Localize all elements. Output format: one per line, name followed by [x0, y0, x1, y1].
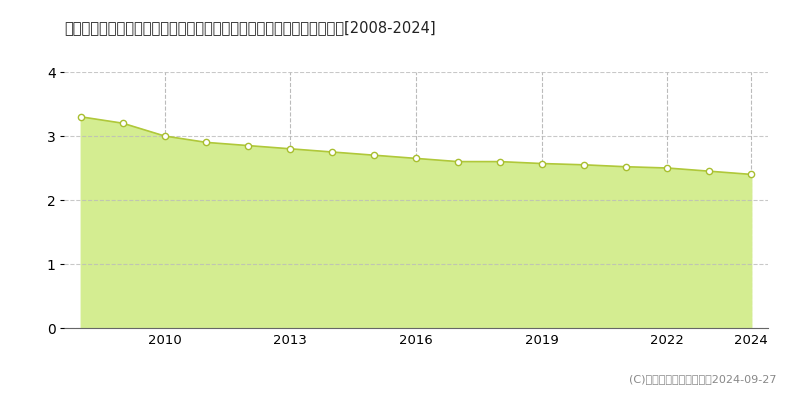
Text: (C)土地価格ドットコム　2024-09-27: (C)土地価格ドットコム 2024-09-27: [629, 374, 776, 384]
Text: 新潟県三島郡出雲崎町大字小木字番場３３８番６　基準地価　地価推移[2008-2024]: 新潟県三島郡出雲崎町大字小木字番場３３８番６ 基準地価 地価推移[2008-20…: [64, 20, 436, 35]
